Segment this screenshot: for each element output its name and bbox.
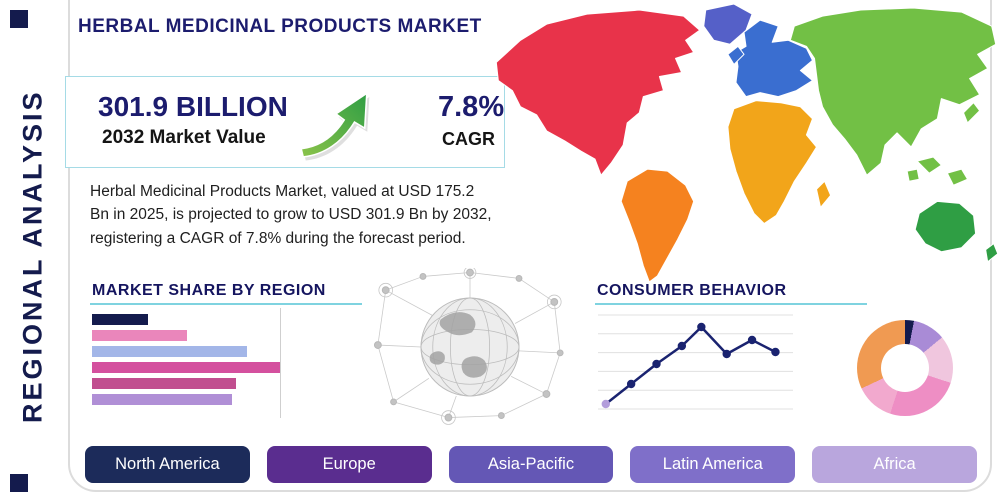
corner-accent-bottom	[10, 474, 28, 492]
line-chart-marker	[652, 359, 661, 369]
region-button-africa[interactable]: Africa	[812, 446, 977, 483]
line-chart-marker	[697, 322, 706, 332]
market-share-section-title: MARKET SHARE BY REGION	[92, 282, 326, 299]
line-chart-marker	[747, 335, 757, 345]
bar-region-3	[92, 346, 247, 357]
cagr-label: CAGR	[442, 129, 495, 149]
bar-region-1	[92, 314, 148, 325]
market-stat-box: 301.9 BILLION 2032 Market Value 7.8% CAG…	[65, 76, 505, 168]
market-value-2032: 301.9 BILLION	[98, 91, 288, 122]
map-southeast-asia	[946, 168, 969, 186]
map-south-america	[620, 168, 695, 283]
bar-chart-gridline	[280, 308, 281, 418]
growth-arrow-icon	[300, 91, 370, 161]
line-chart-marker	[677, 341, 687, 351]
map-new-zealand	[985, 243, 999, 263]
region-button-asia-pacific[interactable]: Asia-Pacific	[448, 446, 614, 483]
line-chart-marker	[601, 399, 610, 409]
regional-donut-chart	[857, 320, 953, 416]
consumer-behavior-underline	[595, 303, 867, 305]
map-australia	[914, 200, 977, 253]
bar-region-5	[92, 378, 237, 389]
consumer-behavior-line	[605, 325, 777, 405]
corner-accent-top	[10, 10, 28, 28]
map-asia	[789, 7, 997, 176]
consumer-behavior-line-chart	[598, 312, 793, 412]
cagr-value: 7.8%	[438, 91, 505, 123]
map-southeast-asia	[916, 156, 942, 174]
map-africa	[727, 100, 818, 225]
map-north-america	[495, 9, 701, 176]
bar-region-2	[92, 330, 187, 341]
map-southeast-asia	[906, 168, 920, 182]
page-title: HERBAL MEDICINAL PRODUCTS MARKET	[78, 16, 482, 37]
map-greenland	[703, 3, 753, 45]
consumer-behavior-section-title: CONSUMER BEHAVIOR	[597, 282, 787, 299]
line-chart-marker	[626, 379, 636, 389]
vertical-section-label: REGIONAL ANALYSIS	[17, 89, 48, 423]
line-chart-marker	[771, 347, 780, 357]
map-europe	[735, 19, 813, 98]
market-share-underline	[90, 303, 362, 305]
globe-network-graphic	[373, 268, 564, 425]
region-button-europe[interactable]: Europe	[266, 446, 432, 483]
line-chart-marker	[722, 349, 731, 359]
map-uk	[727, 45, 745, 65]
bar-region-6	[92, 394, 232, 405]
market-description: Herbal Medicinal Products Market, valued…	[90, 183, 492, 247]
world-map	[495, 3, 999, 283]
bar-region-4	[92, 362, 282, 373]
market-share-bar-chart	[92, 308, 307, 418]
region-buttons-row: North America Europe Asia-Pacific Latin Ame…	[85, 446, 977, 483]
region-button-north-america[interactable]: North America	[85, 446, 250, 483]
market-value-label: 2032 Market Value	[102, 127, 266, 148]
map-japan	[963, 102, 981, 124]
map-madagascar	[816, 180, 832, 208]
donut-hole	[881, 344, 929, 392]
region-button-latin-america[interactable]: Latin America	[630, 446, 796, 483]
